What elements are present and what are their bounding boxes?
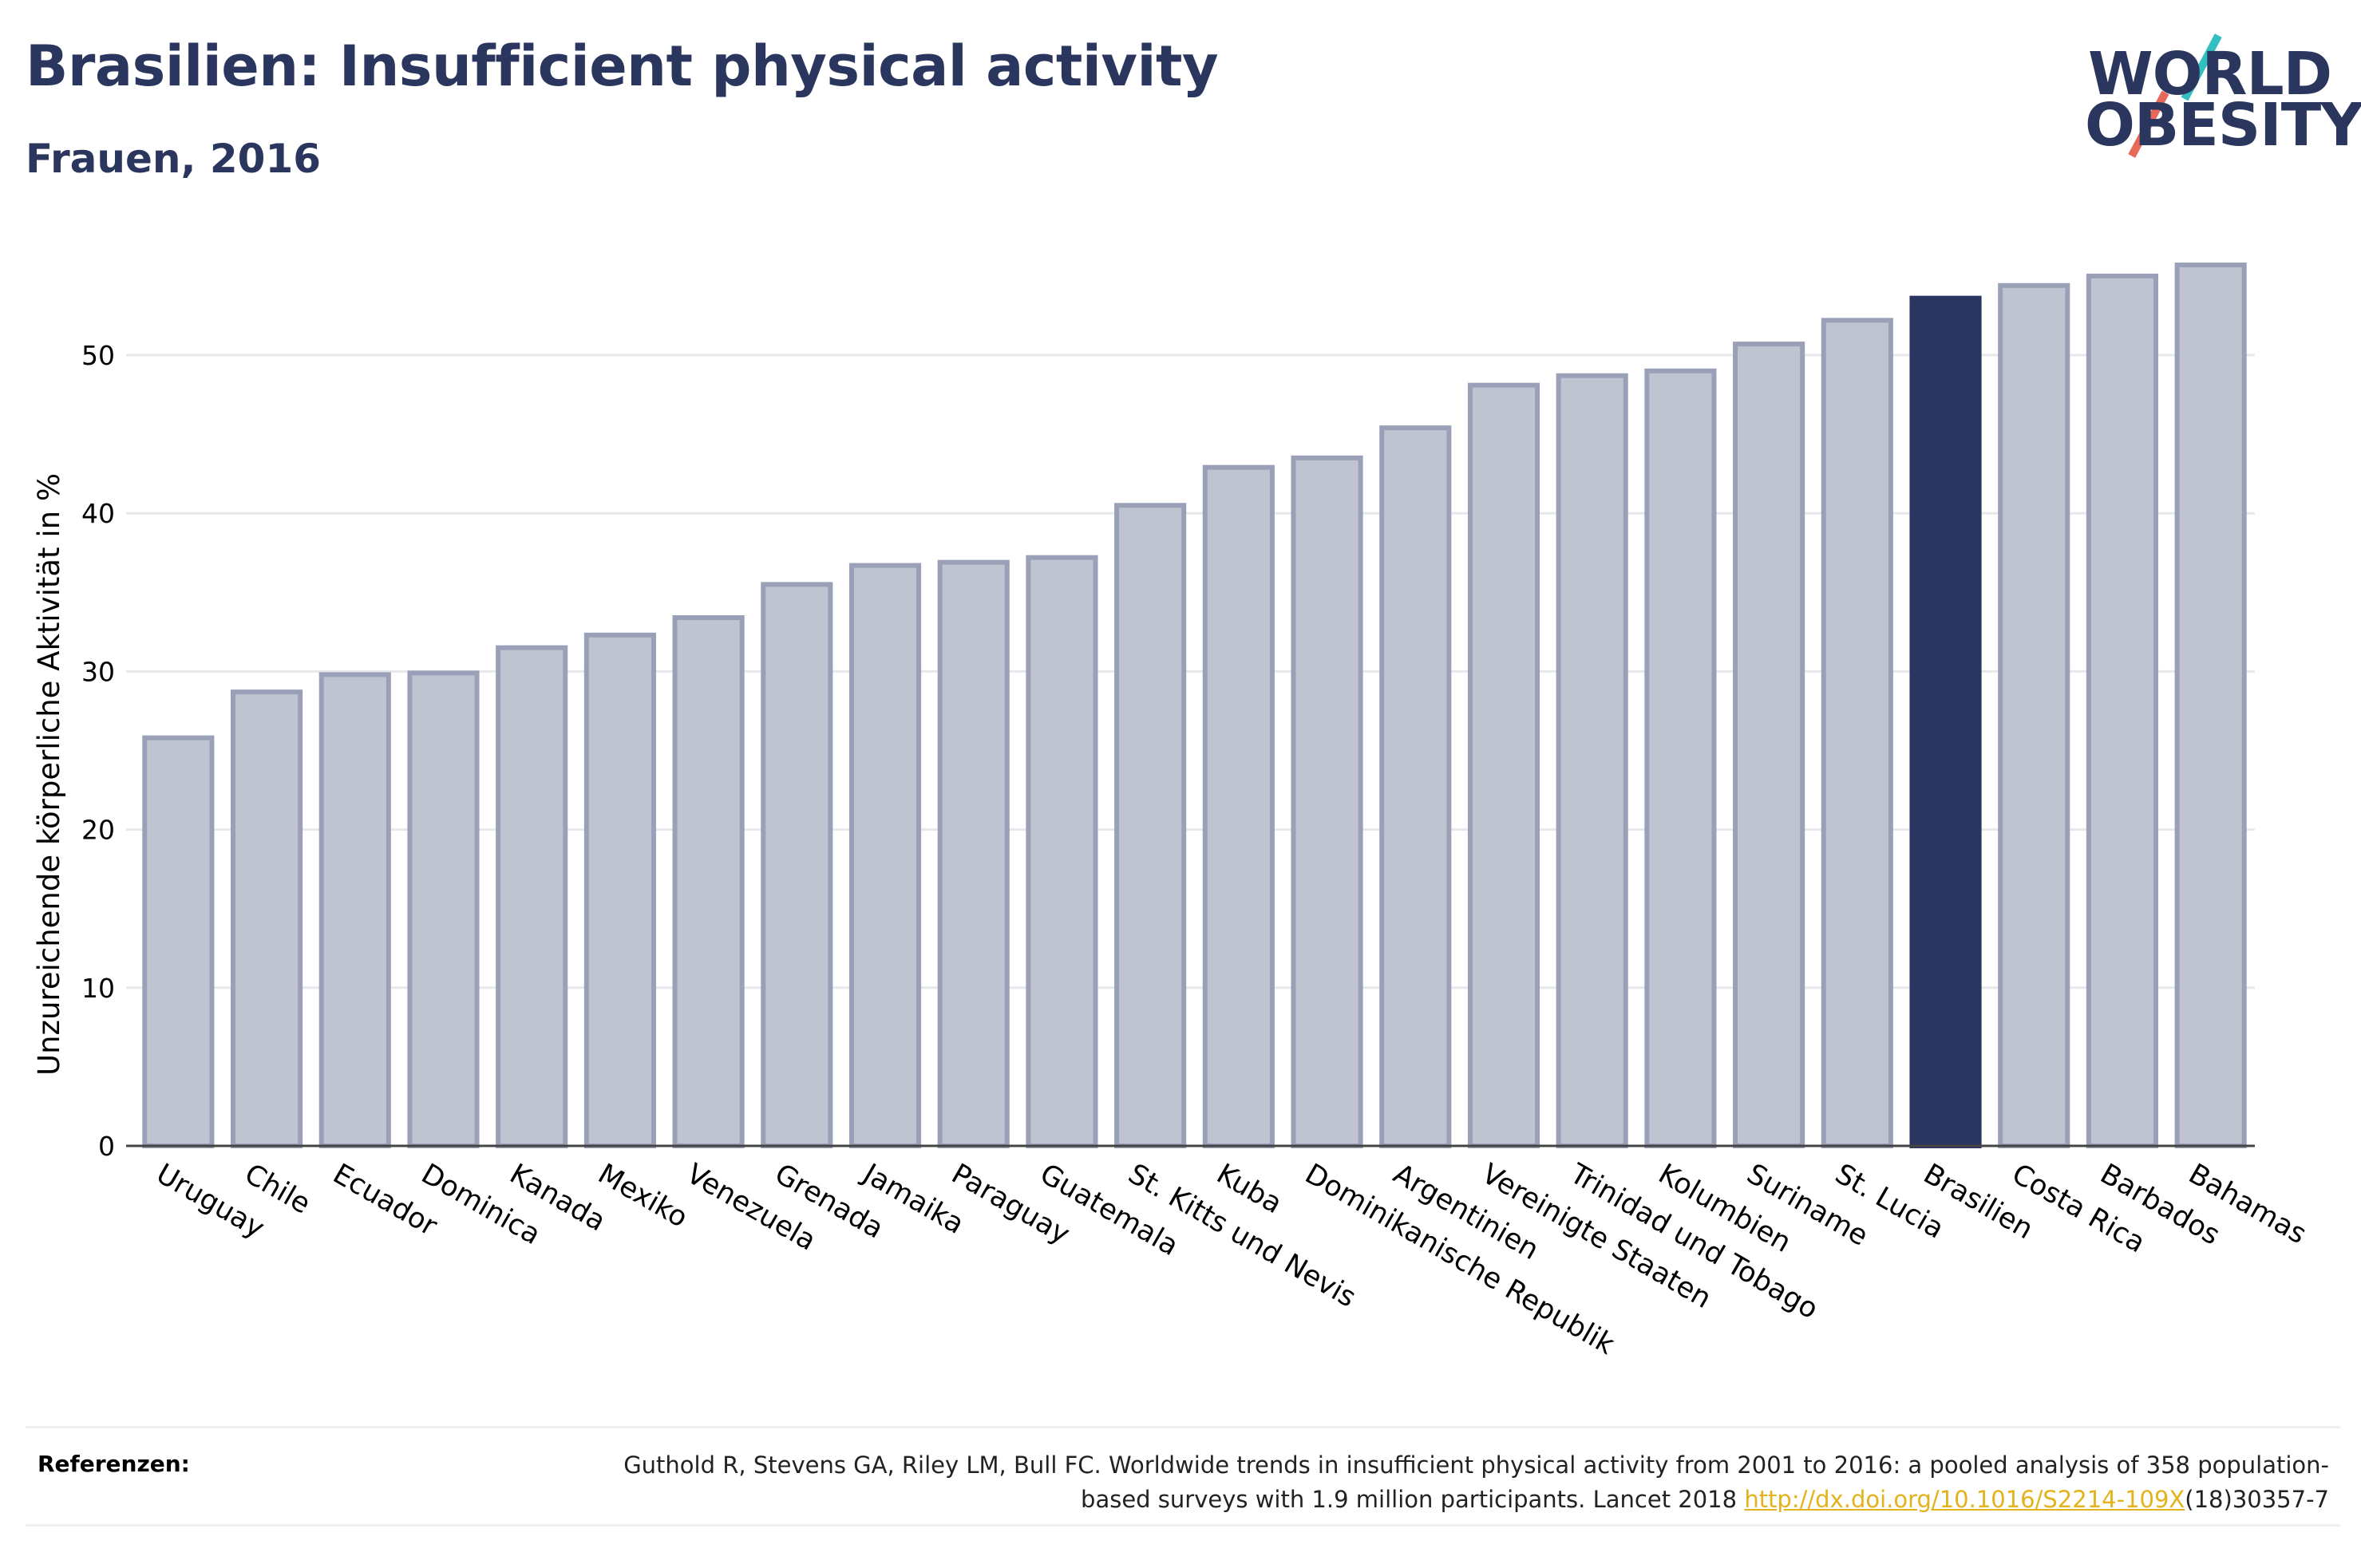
y-tick-label: 30 bbox=[81, 656, 115, 687]
bar-kolumbien[interactable] bbox=[1644, 368, 1717, 1148]
y-tick-label: 20 bbox=[81, 815, 115, 846]
references-doi-link[interactable]: http://dx.doi.org/10.1016/S2214-109X bbox=[1744, 1486, 2185, 1513]
references-label: Referenzen: bbox=[38, 1451, 190, 1477]
references-text: Guthold R, Stevens GA, Riley LM, Bull FC… bbox=[573, 1448, 2329, 1517]
world-obesity-logo: WORLD OBESITY bbox=[2085, 24, 2361, 168]
bar-jamaika[interactable] bbox=[848, 563, 922, 1148]
bar-brasilien[interactable] bbox=[1909, 295, 1982, 1149]
bar-uruguay[interactable] bbox=[142, 735, 215, 1148]
bar-trinidad-und-tobago[interactable] bbox=[1556, 373, 1628, 1148]
bar-st-kitts-und-nevis[interactable] bbox=[1114, 503, 1187, 1148]
logo-word-world: WORLD bbox=[2088, 40, 2332, 109]
bar-argentinien[interactable] bbox=[1379, 425, 1452, 1148]
bar-ecuador[interactable] bbox=[318, 672, 391, 1148]
y-tick-label: 50 bbox=[81, 340, 115, 371]
bar-guatemala[interactable] bbox=[1026, 555, 1098, 1148]
bar-paraguay[interactable] bbox=[937, 559, 1010, 1148]
chart-subtitle: Frauen, 2016 bbox=[26, 136, 322, 182]
bar-dominikanische-republik[interactable] bbox=[1291, 455, 1363, 1148]
y-tick-labels: 0 10 20 30 40 50 bbox=[81, 340, 115, 1162]
bar-mexiko[interactable] bbox=[583, 632, 656, 1148]
bar-st-lucia[interactable] bbox=[1821, 318, 1893, 1148]
bar-vereinigte-staaten[interactable] bbox=[1467, 382, 1540, 1148]
y-gridlines bbox=[126, 353, 2255, 989]
bar-grenada[interactable] bbox=[761, 582, 833, 1148]
bar-bahamas[interactable] bbox=[2174, 263, 2247, 1148]
references-citation-suffix: (18)30357-7 bbox=[2185, 1486, 2329, 1513]
logo-word-obesity: OBESITY bbox=[2085, 91, 2361, 160]
x-tick-label: Mexiko bbox=[592, 1158, 693, 1234]
bar-venezuela[interactable] bbox=[672, 615, 745, 1148]
chart-title: Brasilien: Insufficient physical activit… bbox=[26, 34, 1219, 99]
bars bbox=[142, 263, 2247, 1149]
bar-kuba[interactable] bbox=[1202, 464, 1275, 1148]
references-top-divider bbox=[26, 1426, 2340, 1428]
y-tick-label: 10 bbox=[81, 973, 115, 1004]
y-tick-label: 0 bbox=[98, 1131, 115, 1162]
y-axis-label: Unzureichende körperliche Aktivität in % bbox=[32, 473, 66, 1076]
y-tick-label: 40 bbox=[81, 498, 115, 529]
bar-dominica[interactable] bbox=[407, 670, 480, 1148]
bar-barbados[interactable] bbox=[2086, 273, 2159, 1148]
references-bottom-divider bbox=[26, 1524, 2340, 1527]
bar-costa-rica[interactable] bbox=[1998, 282, 2070, 1148]
bar-suriname[interactable] bbox=[1733, 342, 1805, 1149]
bar-kanada[interactable] bbox=[496, 645, 568, 1148]
bar-chile[interactable] bbox=[230, 689, 303, 1148]
references-citation: Guthold R, Stevens GA, Riley LM, Bull FC… bbox=[623, 1451, 2329, 1513]
